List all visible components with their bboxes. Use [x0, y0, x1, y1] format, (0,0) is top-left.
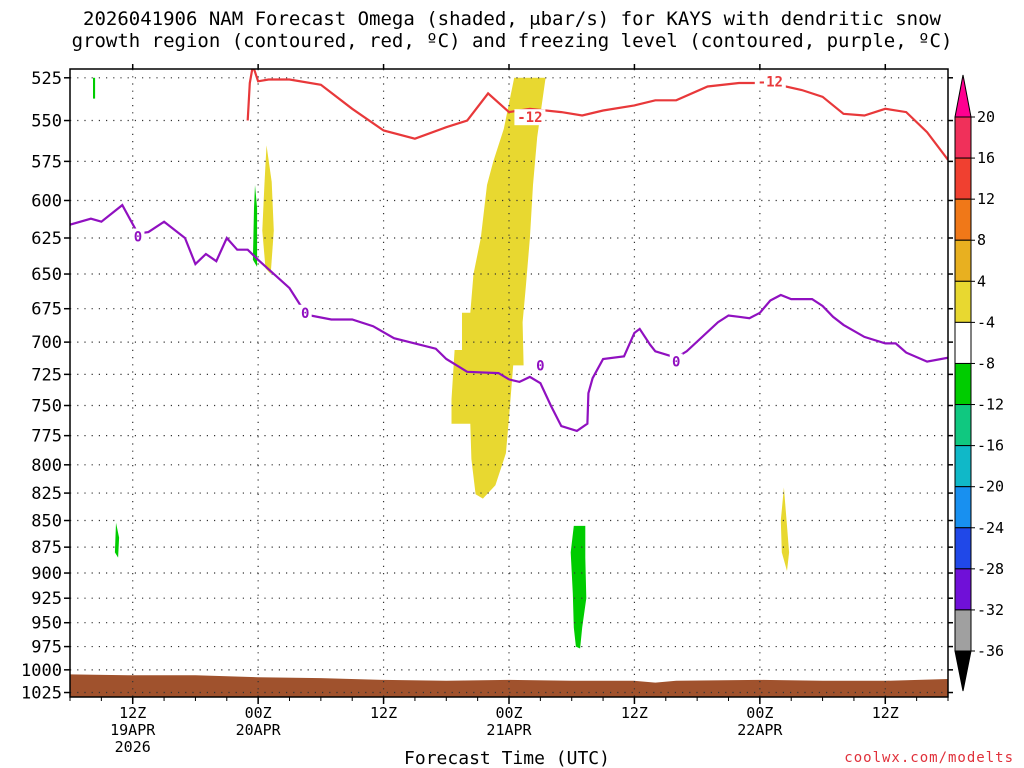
y-tick-label: 775 [31, 427, 62, 447]
y-tick-label: 675 [31, 300, 62, 320]
colorbar-label: 12 [977, 190, 995, 208]
omega-shading [93, 77, 790, 649]
y-tick-label: 1000 [21, 661, 62, 681]
freezing-contour-label: 0 [134, 230, 142, 246]
x-axis-label: Forecast Time (UTC) [404, 748, 610, 768]
axes: 525 550 575 600 625 650 675 700 725 750 775 800 825 8… [21, 64, 953, 756]
freezing-contour-label-bg [533, 357, 547, 374]
colorbar-swatch [954, 568, 972, 611]
omega-region-0 [451, 77, 546, 499]
colorbar-swatch [954, 198, 972, 241]
dgz-contour-label: -12 [517, 110, 542, 126]
colorbar-label: -32 [977, 601, 1004, 619]
colorbar-label: -24 [977, 519, 1004, 537]
colorbar-swatch [954, 609, 972, 652]
colorbar-label: -4 [977, 313, 995, 331]
omega-region-1 [262, 145, 274, 274]
omega-region-5 [114, 522, 120, 558]
colorbar-swatch [954, 445, 972, 488]
colorbar-swatch [954, 239, 972, 282]
chart-title: 2026041906 NAM Forecast Omega (shaded, μ… [0, 8, 1024, 52]
x-tick-label: 20APR [236, 721, 282, 739]
colorbar-swatch [954, 280, 972, 323]
omega-region-2 [780, 487, 790, 571]
x-tick-label: 00Z [245, 704, 272, 722]
y-tick-label: 550 [31, 112, 62, 132]
x-tick-label: 12Z [872, 704, 899, 722]
colorbar-label: -36 [977, 642, 1004, 660]
contours: -12 -12 0 0 0 0 [70, 69, 948, 433]
omega-region-3 [570, 525, 587, 649]
omega-region-6 [93, 77, 96, 99]
freezing-contour-label: 0 [536, 358, 544, 374]
x-tick-label: 12Z [119, 704, 146, 722]
y-tick-label: 725 [31, 365, 62, 385]
freezing-contour-label-bg [298, 304, 312, 321]
colorbar-label: 16 [977, 149, 995, 167]
dgz-contour-label-bg [754, 73, 786, 90]
y-tick-label: 1025 [21, 684, 62, 704]
colorbar-label: -8 [977, 354, 995, 372]
colorbar-label: 20 [977, 108, 995, 126]
y-tick-label: 700 [31, 333, 62, 353]
x-tick-label: 12Z [621, 704, 648, 722]
x-tick-label: 00Z [746, 704, 773, 722]
x-tick-label: 00Z [495, 704, 522, 722]
colorbar-swatch [954, 486, 972, 529]
y-tick-label: 750 [31, 397, 62, 417]
freezing-level-contour [70, 203, 948, 433]
freezing-contour-label: 0 [672, 355, 680, 371]
colorbar-top-arrow [954, 74, 972, 118]
y-tick-label: 900 [31, 564, 62, 584]
x-tick-label: 12Z [370, 704, 397, 722]
freezing-contour-label: 0 [301, 306, 309, 322]
colorbar-label: 4 [977, 272, 986, 290]
dgz-contour-label: -12 [758, 74, 783, 90]
y-tick-label: 800 [31, 456, 62, 476]
colorbar-label: -28 [977, 560, 1004, 578]
omega-region-4 [252, 185, 258, 267]
colorbar-label: -20 [977, 478, 1004, 496]
dgz-contour-label-bg [514, 109, 546, 126]
y-tick-label: 600 [31, 191, 62, 211]
x-tick-label: 19APR [110, 721, 156, 739]
terrain-fill [70, 674, 948, 697]
colorbar-swatch [954, 527, 972, 570]
y-tick-label: 650 [31, 265, 62, 285]
dgz-minus12-contour [246, 69, 948, 161]
title-line-1: 2026041906 NAM Forecast Omega (shaded, μ… [83, 8, 941, 30]
y-tick-label: 925 [31, 589, 62, 609]
colorbar-label: -16 [977, 437, 1004, 455]
y-tick-label: 950 [31, 614, 62, 634]
x-tick-label: 2026 [115, 738, 151, 756]
watermark: coolwx.com/modelts [844, 750, 1014, 766]
colorbar-swatch [954, 157, 972, 200]
colorbar-swatch [954, 321, 972, 364]
colorbar-swatch [954, 362, 972, 406]
y-tick-label: 625 [31, 229, 62, 249]
colorbar: 20 16 12 8 4 -4 -8 -12 -16 -20 -24 -28 -32 -36 [954, 74, 1004, 692]
colorbar-swatch [954, 404, 972, 447]
x-tick-label: 21APR [486, 721, 532, 739]
colorbar-swatch [954, 116, 972, 159]
terrain-polygon [70, 674, 948, 697]
colorbar-label: -12 [977, 396, 1004, 414]
x-tick-label: 22APR [737, 721, 783, 739]
title-line-2: growth region (contoured, red, ºC) and f… [71, 30, 953, 52]
y-tick-label: 525 [31, 69, 62, 89]
colorbar-label: 8 [977, 231, 986, 249]
freezing-contour-label-bg [669, 353, 683, 370]
y-tick-label: 975 [31, 638, 62, 658]
y-tick-label: 575 [31, 152, 62, 172]
y-tick-label: 850 [31, 512, 62, 532]
y-tick-label: 825 [31, 484, 62, 504]
y-tick-label: 875 [31, 538, 62, 558]
colorbar-bottom-arrow [954, 650, 972, 692]
freezing-contour-label-bg [131, 228, 145, 245]
